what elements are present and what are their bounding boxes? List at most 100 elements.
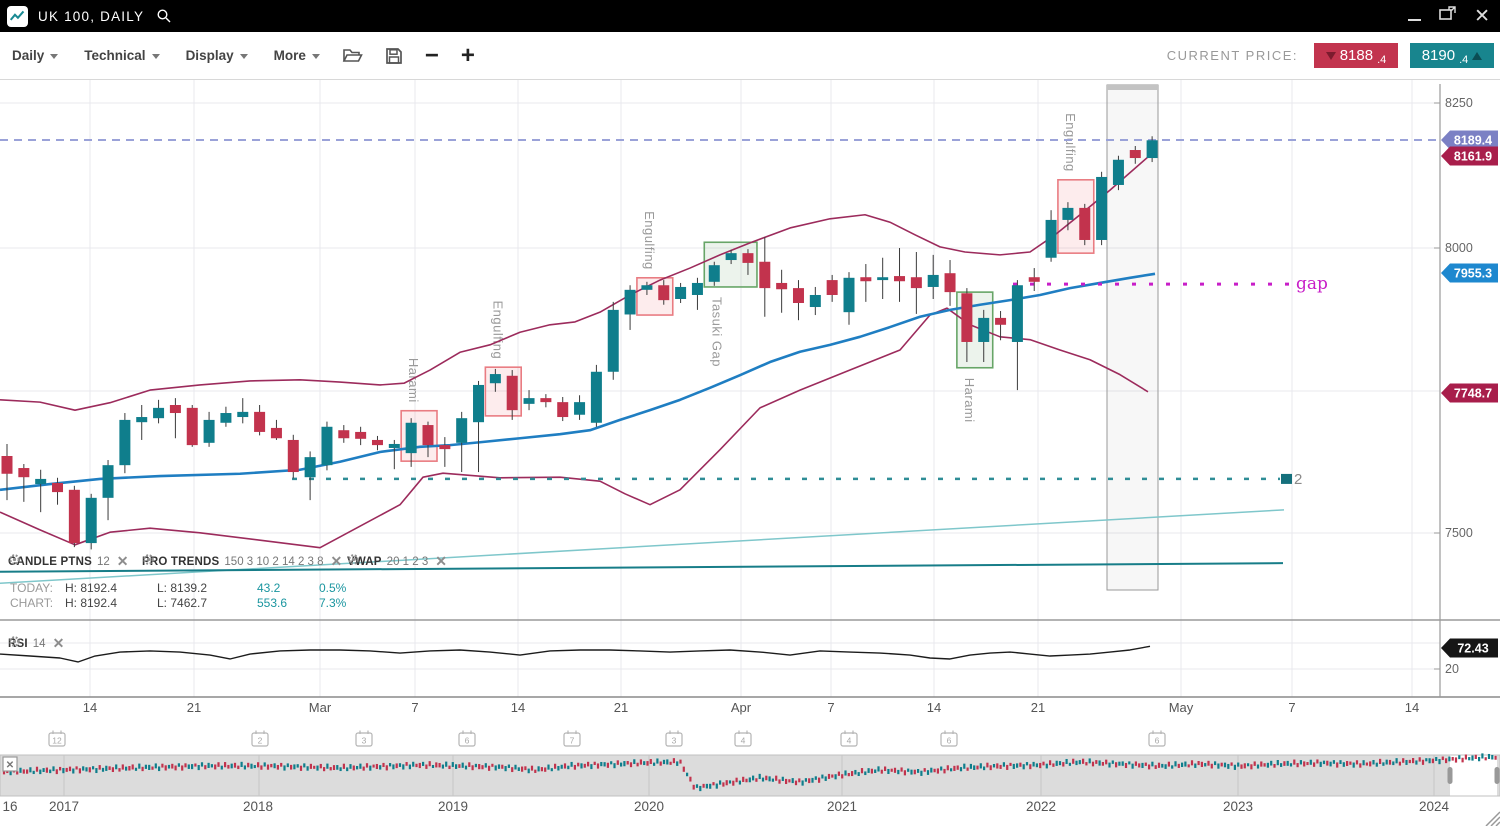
bid-price-badge: 8188.4 (1314, 43, 1398, 68)
info-row-label: CHART: (10, 595, 54, 610)
calendar-icon[interactable] (355, 732, 373, 747)
navigator-year-label: 2023 (1223, 799, 1253, 814)
calendar-icon[interactable] (1148, 732, 1166, 747)
candle-body (35, 478, 47, 485)
chevron-down-icon (151, 54, 160, 59)
candle-body (1028, 277, 1040, 282)
search-icon[interactable] (156, 8, 172, 24)
calendar-icon[interactable] (563, 732, 581, 747)
navigator-year-label: 2020 (634, 799, 664, 814)
resize-grip-icon[interactable] (1485, 811, 1500, 826)
level-marker[interactable] (1281, 473, 1292, 484)
candle-body (826, 280, 838, 295)
trend-line (0, 562, 1284, 573)
x-axis-label: 21 (614, 700, 628, 715)
indicator-line (0, 307, 1149, 549)
candle-body (978, 317, 990, 342)
candle-body (270, 427, 282, 439)
remove-indicator-icon[interactable]: ✕ (330, 553, 343, 569)
title-bar: UK 100, DAILY ✕ (0, 0, 1500, 32)
candle-body (1096, 176, 1108, 240)
pattern-label: Tasuki Gap (709, 297, 724, 367)
calendar-icon[interactable] (458, 732, 476, 747)
calendar-icon[interactable] (734, 732, 752, 747)
candle-body (1045, 219, 1057, 258)
candle-body (439, 445, 451, 450)
candle-body (304, 457, 316, 478)
arrow-up-icon (1472, 51, 1483, 60)
remove-indicator-icon[interactable]: ✕ (116, 553, 129, 569)
minimize-button[interactable] (1408, 19, 1422, 21)
navigator-handle-right[interactable] (1494, 767, 1500, 784)
chevron-down-icon (311, 54, 320, 59)
candle-body (574, 402, 586, 415)
menu-display[interactable]: Display (186, 48, 248, 63)
navigator-close-button[interactable] (2, 756, 18, 772)
gear-icon[interactable] (8, 553, 21, 566)
close-icon: ✕ (6, 760, 14, 771)
indicator-chip-candle-patterns: CANDLE PTNS 12 ✕ (8, 553, 129, 570)
menu-daily[interactable]: Daily (12, 48, 59, 63)
candle-body (776, 282, 788, 290)
resize-grip-icon[interactable] (1495, 821, 1500, 826)
chart-svg[interactable]: Harami Engulfing Engulfing Tasuki Gap Harami… (0, 80, 1500, 826)
calendar-count: 6 (947, 736, 952, 746)
calendar-icon[interactable] (940, 732, 958, 747)
candle-body (708, 265, 720, 282)
save-icon[interactable] (385, 47, 403, 65)
candle-body (590, 371, 602, 423)
pattern-label: Harami (406, 358, 421, 403)
candle-body (1079, 207, 1091, 240)
navigator-year-label: 2019 (438, 799, 468, 814)
candle-body (405, 422, 417, 454)
x-axis-label: 7 (1288, 700, 1295, 715)
x-axis-label: 7 (827, 700, 834, 715)
calendar-icon[interactable] (840, 732, 858, 747)
candle-body (725, 253, 737, 261)
current-price-label: CURRENT PRICE: (1166, 48, 1298, 63)
menu-technical-label: Technical (84, 48, 146, 63)
gear-icon[interactable] (347, 553, 360, 566)
gear-icon[interactable] (142, 553, 155, 566)
candle-body (1062, 207, 1074, 220)
pattern-label: Engulfing (1063, 113, 1078, 172)
resize-grip-icon[interactable] (1490, 816, 1500, 826)
navigator-year-label: 2024 (1419, 799, 1450, 814)
navigator-track[interactable] (0, 754, 1500, 797)
ask-price-badge: 8190.4 (1410, 43, 1494, 68)
navigator-handle-left[interactable] (1447, 767, 1453, 784)
menu-more[interactable]: More (274, 48, 320, 63)
candle-body (52, 482, 64, 493)
price-badge (1441, 638, 1498, 658)
open-folder-icon[interactable] (342, 47, 363, 64)
price-tick-label: 8000 (1445, 241, 1473, 255)
zoom-in-button[interactable]: + (460, 41, 475, 69)
indicator-line (0, 645, 1151, 663)
candle-body (691, 282, 703, 295)
indicator-params: 12 (96, 555, 110, 568)
calendar-icon[interactable] (251, 732, 269, 747)
calendar-count: 7 (570, 736, 575, 746)
calendar-icon[interactable] (665, 732, 683, 747)
candle-body (540, 398, 552, 403)
calendar-icon[interactable] (48, 732, 66, 747)
remove-indicator-icon[interactable]: ✕ (435, 553, 447, 569)
candle-body (85, 497, 97, 544)
info-row-today: TODAY: H: 8192.4 L: 8139.2 43.2 0.5% (10, 580, 346, 595)
remove-indicator-icon[interactable]: ✕ (52, 635, 65, 651)
candle-body (641, 285, 653, 290)
calendar-count: 2 (258, 736, 263, 746)
navigator-selection-window[interactable] (1450, 755, 1497, 796)
info-high: H: 8192.4 (65, 595, 118, 610)
x-axis-label: Mar (309, 700, 332, 715)
session-info-box: TODAY: H: 8192.4 L: 8139.2 43.2 0.5% CHA… (10, 580, 346, 610)
gear-icon[interactable] (8, 635, 21, 648)
menu-technical[interactable]: Technical (84, 48, 160, 63)
zoom-out-button[interactable]: − (424, 41, 439, 69)
close-button[interactable]: ✕ (1474, 5, 1490, 27)
x-axis-label: 21 (1031, 700, 1045, 715)
popout-button[interactable] (1439, 6, 1456, 26)
price-tick-label: 8250 (1445, 96, 1473, 110)
price-badge (1441, 146, 1498, 166)
candle-body (877, 277, 889, 281)
